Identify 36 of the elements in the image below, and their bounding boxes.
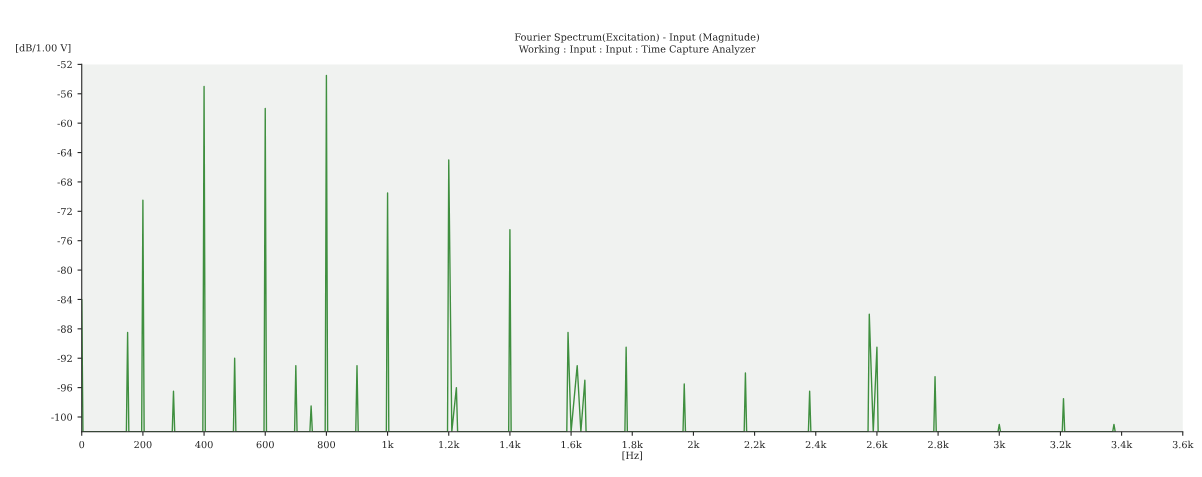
x-tick-label: 3.2k [1050, 440, 1072, 449]
y-axis-title: [dB/1.00 V] [16, 43, 71, 53]
y-tick-label: -68 [57, 178, 73, 186]
x-tick-label: 3.6k [1172, 440, 1194, 449]
x-tick-label: 3k [993, 440, 1006, 449]
x-tick-label: 2.8k [928, 440, 949, 449]
x-tick-label: 2k [688, 440, 700, 449]
x-tick-label: 0 [79, 440, 85, 449]
y-tick-label: -80 [57, 266, 73, 274]
x-axis-title: [Hz] [622, 451, 643, 461]
y-tick-label: -88 [57, 325, 73, 333]
x-tick-label: 1.8k [622, 440, 643, 449]
y-tick-label: -92 [57, 354, 72, 363]
chart-title: Fourier Spectrum(Excitation) - Input (Magnitude) [514, 33, 759, 43]
x-tick-label: 3.4k [1111, 440, 1133, 449]
x-tick-label: 2.4k [805, 440, 827, 449]
x-tick-label: 600 [256, 440, 274, 449]
x-tick-label: 800 [317, 440, 336, 449]
y-tick-label: -76 [57, 237, 73, 245]
y-tick-label: -100 [51, 413, 73, 421]
x-tick-label: 1k [382, 440, 394, 449]
x-tick-label: 400 [195, 440, 213, 449]
x-tick-label: 2.2k [744, 440, 766, 449]
x-tick-label: 2.6k [866, 440, 888, 449]
y-tick-label: -84 [57, 295, 73, 304]
y-tick-label: -72 [57, 207, 72, 215]
x-tick-label: 1.2k [439, 440, 460, 449]
y-tick-label: -96 [57, 384, 73, 392]
chart-subtitle: Working : Input : Input : Time Capture Analyzer [518, 45, 756, 55]
y-tick-label: -56 [57, 90, 73, 98]
y-tick-label: -64 [57, 149, 73, 157]
x-tick-label: 1.4k [500, 440, 521, 449]
y-tick-label: -52 [57, 60, 72, 69]
y-tick-label: -60 [57, 119, 73, 127]
x-tick-label: 1.6k [561, 440, 582, 449]
x-tick-label: 200 [134, 440, 152, 449]
